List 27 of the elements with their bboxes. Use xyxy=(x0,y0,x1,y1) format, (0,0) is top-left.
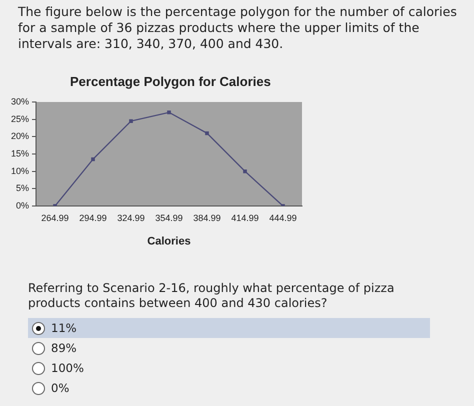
x-tick-label: 444.99 xyxy=(269,212,297,223)
y-tick-label: 10% xyxy=(11,166,30,176)
point xyxy=(129,119,133,123)
text: 100% xyxy=(51,361,84,375)
x-tick-label: 294.99 xyxy=(79,212,107,223)
text: 11% xyxy=(51,321,77,335)
y-tick-label: 30% xyxy=(11,96,30,106)
y-tick-label: 20% xyxy=(11,131,30,142)
y-tick-label: 25% xyxy=(11,114,30,124)
text: Referring to Scenario 2-16, roughly what percentage of pizza products contains between 400 and 430 calories? xyxy=(28,281,396,311)
x-tick-label: 414.99 xyxy=(231,212,259,223)
text: The figure below is the percentage polygon for the number of calories for a sample of 36 pizzas products where the upper limits of the intervals are: 310, 340, 370, 400 and 430. xyxy=(18,4,458,52)
x-axis-title: Calories xyxy=(147,235,191,248)
x-tick-label: 264.99 xyxy=(41,212,69,223)
point xyxy=(91,157,95,162)
point xyxy=(243,169,247,174)
x-tick-label: 384.99 xyxy=(193,212,221,223)
point xyxy=(205,131,209,136)
chart-title: Percentage Polygon for Calories xyxy=(70,74,271,89)
x-tick-label: 324.99 xyxy=(117,212,145,223)
text: 0% xyxy=(51,381,70,395)
y-tick-label: 5% xyxy=(16,183,30,194)
y-tick-label: 15% xyxy=(11,148,30,158)
y-tick-label: 0% xyxy=(16,200,30,210)
text: 89% xyxy=(51,341,77,355)
point xyxy=(167,110,171,114)
x-tick-label: 354.99 xyxy=(155,212,183,223)
